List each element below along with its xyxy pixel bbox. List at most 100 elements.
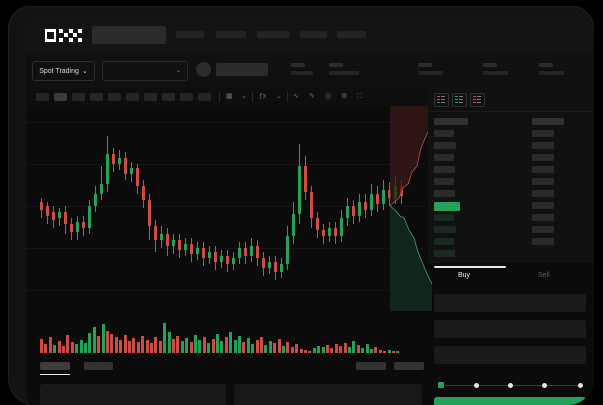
candlestick bbox=[280, 258, 283, 278]
volume-bar bbox=[268, 341, 272, 353]
orderbook-row-left[interactable] bbox=[434, 154, 454, 161]
nav-item-6[interactable] bbox=[337, 31, 366, 38]
chevron-down-icon-2[interactable]: ⌄ bbox=[276, 93, 282, 100]
tab-sell[interactable]: Sell bbox=[538, 272, 550, 279]
tab-buy[interactable]: Buy bbox=[458, 272, 471, 279]
nav-item-3[interactable] bbox=[216, 31, 246, 38]
candlestick bbox=[100, 166, 103, 200]
magnet-icon[interactable]: ◎ bbox=[325, 93, 332, 100]
candlestick-type-icon[interactable]: ▦ bbox=[226, 93, 233, 100]
orderbook-row-left[interactable] bbox=[434, 142, 456, 149]
slider-node-4[interactable] bbox=[578, 383, 583, 388]
device-screen: Spot Trading ⌄ ⌄ ▦ ⌄ ƒx ⌄ ∿ ✎ bbox=[26, 18, 594, 405]
timeframe-chip-4[interactable] bbox=[90, 93, 103, 101]
candlestick bbox=[166, 228, 169, 256]
volume-bar bbox=[255, 340, 259, 353]
order-book-divider bbox=[428, 111, 594, 112]
orderbook-row-right[interactable] bbox=[532, 226, 554, 233]
slider-node-1[interactable] bbox=[474, 383, 479, 388]
order-form-tabs: Buy Sell bbox=[428, 266, 594, 286]
bottom-right-tab-1[interactable] bbox=[356, 362, 386, 370]
bottom-panel-left[interactable] bbox=[40, 384, 226, 405]
timeframe-chip-6[interactable] bbox=[126, 93, 139, 101]
candlestick bbox=[64, 206, 67, 234]
orderbook-view-asks[interactable] bbox=[470, 93, 485, 107]
orderbook-row-left[interactable] bbox=[434, 238, 454, 245]
bottom-panel-right[interactable] bbox=[234, 384, 422, 405]
chevron-down-icon[interactable]: ⌄ bbox=[241, 93, 247, 100]
candlestick bbox=[40, 198, 43, 218]
volume-bar bbox=[92, 327, 96, 353]
candlestick bbox=[310, 186, 313, 228]
orderbook-row-right[interactable] bbox=[532, 166, 554, 173]
nav-item-2[interactable] bbox=[176, 31, 204, 38]
nav-item-5[interactable] bbox=[300, 31, 327, 38]
indicators-icon[interactable]: ƒx bbox=[259, 93, 267, 100]
order-price-field[interactable] bbox=[434, 294, 586, 312]
slider-node-0[interactable] bbox=[438, 382, 444, 388]
timeframe-chip-3[interactable] bbox=[72, 93, 85, 101]
orderbook-row-left[interactable] bbox=[434, 250, 455, 257]
bottom-tab-1[interactable] bbox=[40, 362, 70, 370]
timeframe-chip-7[interactable] bbox=[144, 93, 157, 101]
trading-mode-button[interactable]: Spot Trading ⌄ bbox=[32, 61, 95, 81]
okx-logo-icon[interactable] bbox=[45, 29, 85, 42]
orderbook-row-left[interactable] bbox=[434, 130, 454, 137]
settings-icon[interactable]: ⚙ bbox=[341, 93, 348, 100]
pencil-icon[interactable]: ✎ bbox=[309, 93, 315, 100]
candlestick bbox=[202, 242, 205, 266]
orderbook-row-right[interactable] bbox=[532, 190, 554, 197]
timeframe-chip-2[interactable] bbox=[54, 93, 67, 101]
timeframe-chip-5[interactable] bbox=[108, 93, 121, 101]
volume-bar bbox=[317, 346, 321, 353]
volume-bar bbox=[88, 333, 92, 353]
orderbook-row-left[interactable] bbox=[434, 214, 454, 221]
bottom-tabs bbox=[26, 358, 426, 380]
price-chart[interactable] bbox=[26, 106, 426, 311]
orderbook-row-left[interactable] bbox=[434, 226, 456, 233]
nav-item-4[interactable] bbox=[257, 31, 290, 38]
orderbook-row-left[interactable] bbox=[434, 178, 454, 185]
volume-bar bbox=[242, 342, 246, 353]
nav-item-primary[interactable] bbox=[92, 26, 166, 44]
orderbook-row-right[interactable] bbox=[532, 130, 554, 137]
orderbook-row-right[interactable] bbox=[532, 118, 564, 125]
orderbook-view-bids[interactable] bbox=[452, 93, 467, 107]
orderbook-row-right[interactable] bbox=[532, 142, 554, 149]
volume-bar bbox=[216, 334, 219, 353]
bottom-tab-1-underline bbox=[40, 374, 70, 375]
orderbook-row-right[interactable] bbox=[532, 178, 554, 185]
slider-node-3[interactable] bbox=[542, 383, 547, 388]
fullscreen-icon[interactable]: ⛶ bbox=[357, 93, 362, 100]
order-amount-field[interactable] bbox=[434, 320, 586, 338]
candlestick bbox=[136, 164, 139, 194]
orderbook-row-left[interactable] bbox=[434, 118, 468, 125]
orderbook-row-right[interactable] bbox=[532, 154, 554, 161]
chart-gridline-5 bbox=[26, 290, 426, 291]
volume-bar bbox=[132, 338, 136, 353]
candlestick bbox=[382, 180, 385, 210]
candlestick bbox=[52, 206, 55, 228]
orderbook-row-left[interactable] bbox=[434, 190, 455, 197]
timeframe-chip-10[interactable] bbox=[198, 93, 211, 101]
candlestick bbox=[214, 246, 217, 270]
orderbook-row-right[interactable] bbox=[532, 202, 554, 209]
pair-select[interactable]: ⌄ bbox=[102, 61, 188, 81]
timeframe-chip-8[interactable] bbox=[162, 93, 175, 101]
orderbook-row-left[interactable] bbox=[434, 166, 455, 173]
volume-bar bbox=[308, 351, 312, 353]
order-total-field[interactable] bbox=[434, 346, 586, 364]
line-tool-icon[interactable]: ∿ bbox=[293, 93, 299, 100]
orderbook-view-both[interactable] bbox=[434, 93, 449, 107]
timeframe-chip-9[interactable] bbox=[180, 93, 193, 101]
submit-buy-button[interactable] bbox=[434, 397, 586, 405]
slider-node-2[interactable] bbox=[508, 383, 513, 388]
timeframe-chip-1[interactable] bbox=[36, 93, 49, 101]
bottom-tab-2[interactable] bbox=[84, 362, 113, 370]
orderbook-row-right[interactable] bbox=[532, 214, 554, 221]
chevron-down-icon: ⌄ bbox=[81, 68, 88, 75]
order-amount-slider[interactable] bbox=[436, 382, 586, 390]
orderbook-row-right[interactable] bbox=[532, 238, 554, 245]
bottom-right-tab-2[interactable] bbox=[394, 362, 424, 370]
orderbook-row-left[interactable] bbox=[434, 202, 460, 211]
